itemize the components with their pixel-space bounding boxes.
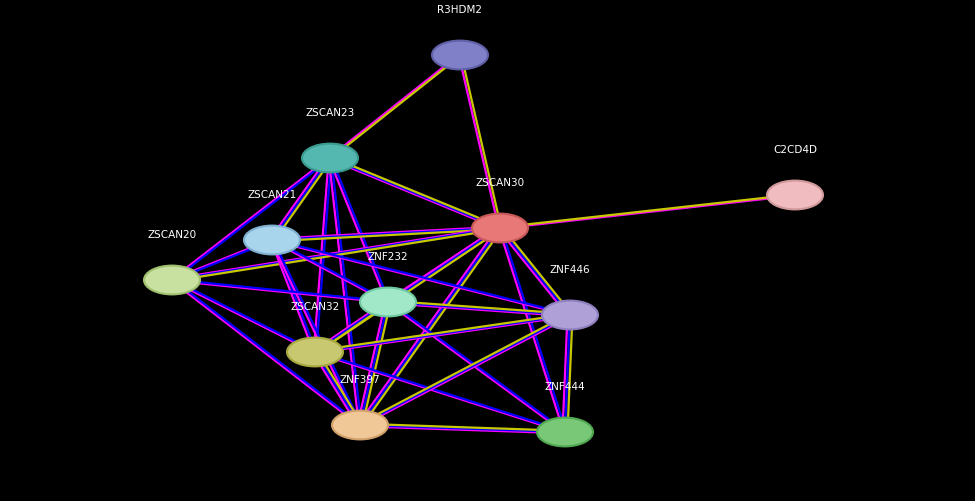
Circle shape [144,266,200,295]
Circle shape [360,288,416,317]
Circle shape [332,411,388,439]
Text: ZNF397: ZNF397 [339,375,380,385]
Circle shape [542,301,598,329]
Text: ZNF446: ZNF446 [550,265,590,275]
Circle shape [432,41,488,69]
Text: ZSCAN21: ZSCAN21 [248,189,296,199]
Circle shape [287,338,343,366]
Circle shape [767,181,823,209]
Text: ZSCAN30: ZSCAN30 [476,178,525,187]
Text: ZSCAN32: ZSCAN32 [291,302,339,312]
Text: C2CD4D: C2CD4D [773,145,817,155]
Text: ZNF232: ZNF232 [368,252,409,262]
Text: ZSCAN20: ZSCAN20 [147,229,197,239]
Circle shape [244,225,300,255]
Text: R3HDM2: R3HDM2 [438,5,483,15]
Circle shape [302,144,358,172]
Text: ZNF444: ZNF444 [545,382,585,392]
Circle shape [537,418,593,446]
Circle shape [472,213,528,242]
Text: ZSCAN23: ZSCAN23 [305,108,355,118]
